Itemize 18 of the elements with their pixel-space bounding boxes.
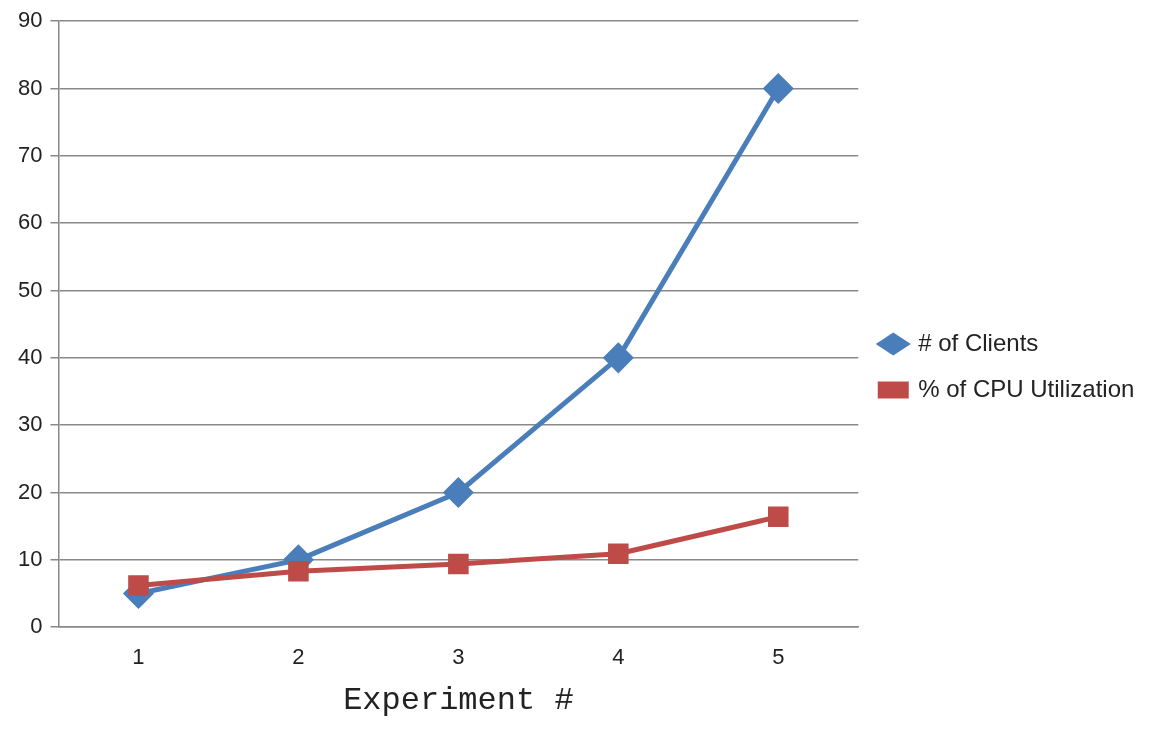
x-tick-label: 4 [612, 644, 625, 670]
legend-label: # of Clients [918, 328, 1039, 356]
y-tick-label: 20 [17, 478, 43, 504]
y-tick-label: 30 [17, 411, 43, 437]
x-tick-label: 3 [452, 644, 465, 670]
x-tick-label: 2 [292, 644, 305, 670]
legend-label: % of CPU Utilization [918, 374, 1135, 402]
y-tick-label: 40 [17, 343, 43, 369]
y-tick-label: 10 [17, 545, 43, 571]
y-tick-label: 60 [17, 209, 43, 235]
y-tick-label: 50 [17, 276, 43, 302]
y-tick-label: 80 [17, 74, 43, 100]
x-tick-label: 5 [772, 644, 785, 670]
y-tick-label: 70 [17, 141, 43, 167]
y-tick-label: 90 [17, 7, 43, 33]
x-tick-label: 1 [132, 644, 145, 670]
x-axis-title: Experiment # [343, 682, 574, 720]
y-tick-label: 0 [30, 613, 43, 639]
